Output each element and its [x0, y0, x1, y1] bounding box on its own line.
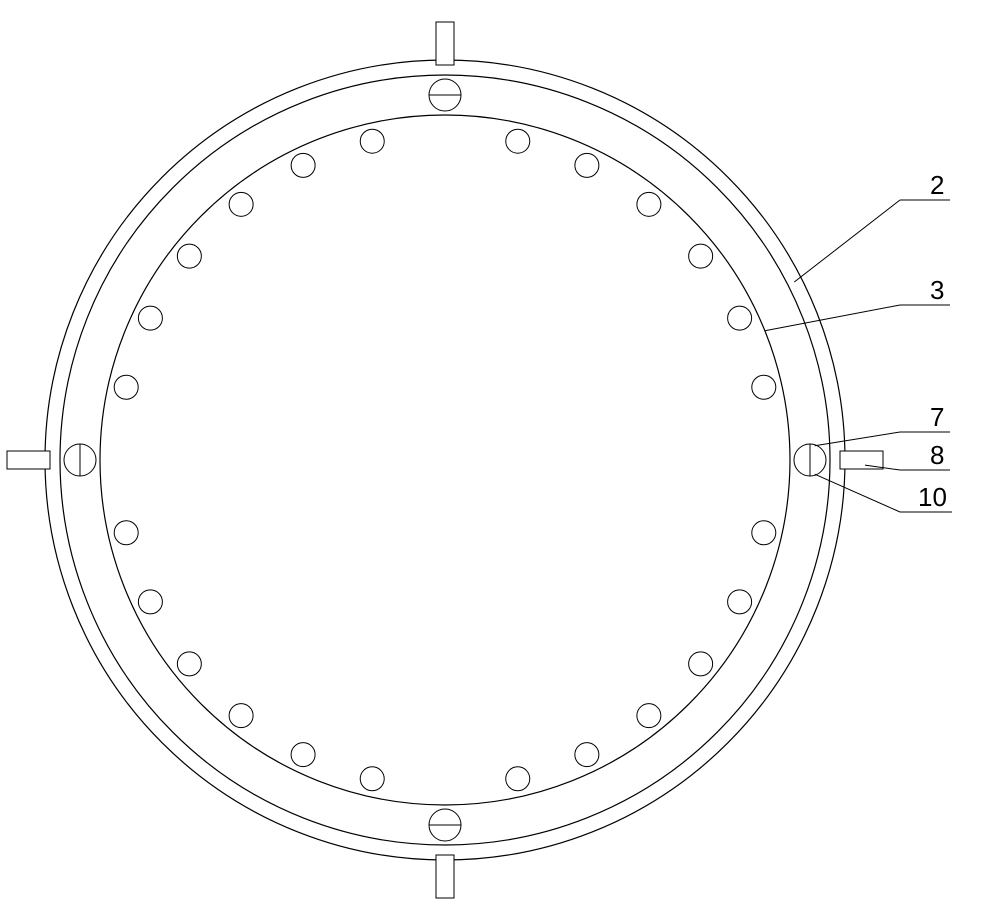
perimeter-hole	[114, 375, 138, 399]
perimeter-hole	[728, 306, 752, 330]
perimeter-hole	[506, 767, 530, 791]
outer-ring-inner	[60, 75, 830, 845]
perimeter-hole	[291, 743, 315, 767]
callout-label: 3	[930, 275, 944, 305]
perimeter-hole	[728, 590, 752, 614]
perimeter-hole	[752, 375, 776, 399]
engineering-diagram: 2 3 7 8 10	[0, 0, 1000, 908]
perimeter-hole	[177, 244, 201, 268]
mounting-tab	[7, 451, 50, 469]
callout-label: 7	[930, 402, 944, 432]
perimeter-hole	[177, 652, 201, 676]
perimeter-hole	[575, 153, 599, 177]
callout-label: 2	[930, 170, 944, 200]
perimeter-hole	[229, 704, 253, 728]
perimeter-hole	[138, 590, 162, 614]
perimeter-hole	[138, 306, 162, 330]
perimeter-hole	[360, 767, 384, 791]
callout-leader	[765, 305, 900, 331]
perimeter-hole	[575, 743, 599, 767]
callout-label: 10	[918, 482, 947, 512]
perimeter-hole	[360, 129, 384, 153]
perimeter-hole	[291, 153, 315, 177]
perimeter-hole	[689, 244, 713, 268]
callout-label: 8	[930, 440, 944, 470]
outer-ring-outer	[45, 60, 845, 860]
inner-ring	[100, 115, 790, 805]
perimeter-hole	[752, 521, 776, 545]
callout-leader	[815, 432, 900, 446]
callout-leader	[794, 200, 900, 282]
perimeter-hole	[229, 192, 253, 216]
perimeter-hole	[114, 521, 138, 545]
perimeter-hole	[637, 704, 661, 728]
perimeter-hole	[689, 652, 713, 676]
mounting-tab	[436, 855, 454, 898]
perimeter-hole	[637, 192, 661, 216]
diagram-container: 2 3 7 8 10	[0, 0, 1000, 908]
perimeter-hole	[506, 129, 530, 153]
mounting-tab	[436, 22, 454, 65]
